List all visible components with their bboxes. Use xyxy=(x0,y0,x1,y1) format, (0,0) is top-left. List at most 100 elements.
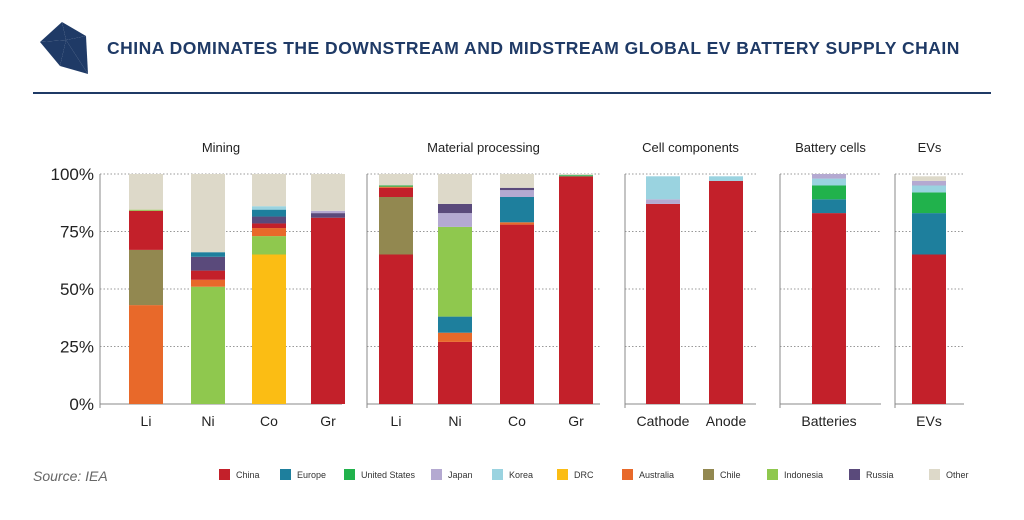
bar-segment-australia xyxy=(438,332,472,342)
bar-segment-japan xyxy=(438,213,472,227)
bar-segment-china xyxy=(438,341,472,404)
bar-segment-china xyxy=(311,217,345,404)
legend-swatch xyxy=(703,469,714,480)
legend-label: Chile xyxy=(720,469,741,480)
bar-segment-indonesia xyxy=(129,209,163,211)
legend-swatch xyxy=(929,469,940,480)
bar-segment-australia xyxy=(379,186,413,188)
bar-segment-china xyxy=(252,223,286,229)
legend-label: Japan xyxy=(448,469,473,480)
bar-segment-russia xyxy=(191,256,225,271)
bar-segment-australia xyxy=(500,222,534,225)
bar-segment-japan xyxy=(812,174,846,179)
bar-segment-china xyxy=(912,254,946,404)
x-tick-label: Gr xyxy=(320,413,336,429)
bar-segment-japan xyxy=(311,210,345,214)
bar-segment-china xyxy=(379,187,413,197)
source-note: Source: IEA xyxy=(33,468,108,484)
bar-segment-china xyxy=(709,180,743,404)
bar-segment-indonesia xyxy=(438,226,472,317)
bar-segment-japan xyxy=(912,180,946,186)
group-title: Cell components xyxy=(642,140,739,155)
bar-segment-other xyxy=(912,176,946,181)
x-tick-label: Ni xyxy=(448,413,461,429)
bar-segment-chile xyxy=(379,197,413,255)
bar-segment-other xyxy=(252,174,286,207)
legend-item: China xyxy=(219,469,260,480)
group-title: Mining xyxy=(202,140,240,155)
x-tick-label: Li xyxy=(391,413,402,429)
legend-label: China xyxy=(236,469,260,480)
bar-segment-drc xyxy=(252,254,286,404)
bar-segment-china xyxy=(191,270,225,280)
bar-segment-chile xyxy=(129,249,163,306)
legend-label: Other xyxy=(946,469,969,480)
bar-segment-europe xyxy=(252,209,286,217)
legend-label: Australia xyxy=(639,469,675,480)
legend-swatch xyxy=(557,469,568,480)
bar-segment-other xyxy=(191,174,225,253)
legend-item: Chile xyxy=(703,469,741,480)
y-tick-label: 50% xyxy=(60,280,94,299)
bar-segment-china xyxy=(646,203,680,404)
legend-item: Europe xyxy=(280,469,326,480)
bar-segment-other xyxy=(379,174,413,186)
x-tick-label: Batteries xyxy=(801,413,856,429)
triangles-logo-icon xyxy=(40,22,90,79)
legend-item: DRC xyxy=(557,469,594,480)
bar-segment-china xyxy=(812,213,846,404)
x-tick-label: EVs xyxy=(916,413,942,429)
x-tick-label: Anode xyxy=(706,413,747,429)
y-tick-label: 25% xyxy=(60,338,94,357)
legend-swatch xyxy=(767,469,778,480)
bar-segment-other xyxy=(559,174,593,176)
legend-label: Russia xyxy=(866,469,894,480)
bar-segment-russia xyxy=(438,203,472,214)
bar-segment-europe xyxy=(912,213,946,255)
bar-segment-china xyxy=(500,224,534,404)
x-tick-label: Li xyxy=(141,413,152,429)
bar-segment-united-states xyxy=(912,192,946,214)
bar-segment-other xyxy=(129,174,163,210)
group-title: Material processing xyxy=(427,140,540,155)
legend-item: Korea xyxy=(492,469,533,480)
bar-segment-other xyxy=(500,174,534,188)
bar-segment-korea xyxy=(646,176,680,200)
legend-label: Europe xyxy=(297,469,327,480)
x-tick-label: Gr xyxy=(568,413,584,429)
group-title: Battery cells xyxy=(795,140,866,155)
bar-segment-europe xyxy=(812,199,846,214)
bar-segment-other xyxy=(311,174,345,211)
bar-segment-russia xyxy=(500,187,534,191)
legend-swatch xyxy=(219,469,230,480)
bar-segment-china xyxy=(129,210,163,250)
page-title: CHINA DOMINATES THE DOWNSTREAM AND MIDST… xyxy=(107,38,960,58)
legend-item: Australia xyxy=(622,469,674,480)
legend-swatch xyxy=(344,469,355,480)
legend-item: United States xyxy=(344,469,415,480)
x-tick-label: Ni xyxy=(201,413,214,429)
bar-segment-united-states xyxy=(379,185,413,187)
bar-segment-indonesia xyxy=(252,236,286,255)
legend-label: Indonesia xyxy=(784,469,824,480)
legend-label: DRC xyxy=(574,469,594,480)
y-tick-label: 0% xyxy=(69,395,94,414)
legend-swatch xyxy=(622,469,633,480)
y-tick-label: 100% xyxy=(51,165,94,184)
legend-item: Other xyxy=(929,469,969,480)
y-tick-label: 75% xyxy=(60,223,94,242)
bar-segment-united-states xyxy=(812,185,846,200)
legend-swatch xyxy=(492,469,503,480)
bar-segment-europe xyxy=(500,197,534,223)
bar-segment-japan xyxy=(500,190,534,197)
bar-segment-japan xyxy=(646,199,680,204)
bar-segment-china xyxy=(559,176,593,404)
legend-item: Japan xyxy=(431,469,473,480)
bar-segment-indonesia xyxy=(191,286,225,404)
bar-segment-korea xyxy=(252,206,286,210)
bar-segment-russia xyxy=(311,213,345,218)
legend-swatch xyxy=(280,469,291,480)
legend-item: Russia xyxy=(849,469,894,480)
bar-segment-united-states xyxy=(559,175,593,177)
